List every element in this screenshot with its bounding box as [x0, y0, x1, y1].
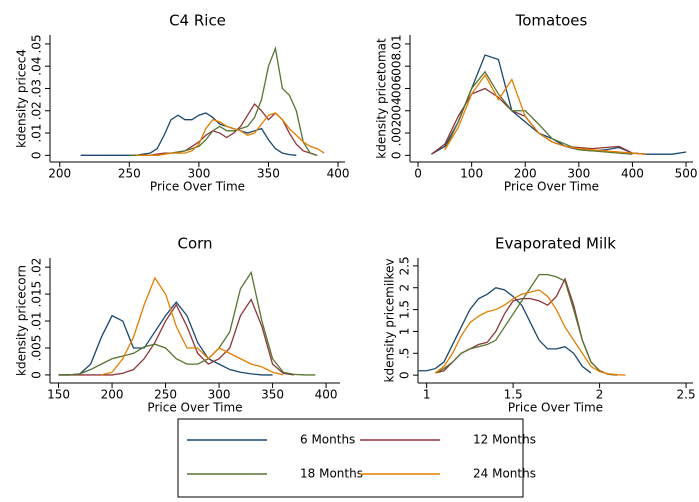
y-tick-label: 0 — [398, 371, 412, 379]
panel-title: Corn — [177, 235, 212, 253]
x-tick-label: 300 — [567, 167, 590, 181]
x-axis-title: Price Over Time — [504, 180, 599, 194]
x-tick-label: 250 — [118, 167, 141, 181]
x-tick-label: 2 — [596, 388, 604, 402]
y-axis-title: kdensity pricecorn — [15, 265, 29, 376]
x-tick-label: 300 — [208, 388, 231, 402]
y-tick-label: .03 — [30, 79, 44, 98]
density-line: 24 Months — [434, 289, 626, 376]
y-tick-label: .05 — [30, 34, 44, 53]
panel-title: Evaporated Milk — [495, 235, 616, 253]
x-tick-label: 350 — [257, 167, 280, 181]
y-tick-label: .01 — [390, 34, 404, 53]
y-tick-label: .015 — [30, 281, 44, 308]
x-tick-label: 150 — [47, 388, 70, 402]
x-tick-label: 400 — [315, 388, 338, 402]
x-tick-label: 0 — [414, 167, 422, 181]
legend-label: 12 Months — [473, 433, 536, 447]
y-tick-label: 1.5 — [398, 300, 412, 319]
y-tick-label: .01 — [30, 311, 44, 330]
panel-title: Tomatoes — [515, 12, 588, 30]
x-tick-label: 200 — [48, 167, 71, 181]
x-axis-title: Price Over Time — [508, 401, 603, 415]
y-tick-label: .004 — [390, 97, 404, 124]
y-tick-label: 2 — [398, 284, 412, 292]
y-tick-label: .006 — [390, 75, 404, 102]
y-axis-title: kdensity pricec4 — [15, 49, 29, 148]
x-tick-label: 100 — [460, 167, 483, 181]
legend-label: 24 Months — [473, 467, 536, 481]
y-tick-label: .02 — [30, 101, 44, 120]
x-tick-label: 1 — [423, 388, 431, 402]
x-tick-label: 400 — [327, 167, 350, 181]
y-tick-label: .02 — [30, 258, 44, 277]
x-tick-label: 1.5 — [504, 388, 523, 402]
y-tick-label: 2.5 — [398, 256, 412, 275]
density-line: 6 Months — [58, 301, 273, 376]
density-line: 6 Months — [80, 112, 297, 156]
density-line: 24 Months — [136, 112, 325, 156]
density-line: 18 Months — [444, 70, 633, 155]
density-line: 12 Months — [129, 103, 318, 156]
x-tick-label: 2.5 — [677, 388, 696, 402]
y-tick-label: .01 — [30, 123, 44, 142]
x-tick-label: 350 — [261, 388, 284, 402]
density-line: 6 Months — [418, 287, 592, 374]
density-line: 12 Months — [58, 298, 295, 376]
y-tick-label: .04 — [30, 57, 44, 76]
x-tick-label: 250 — [154, 388, 177, 402]
y-tick-label: 0 — [30, 151, 44, 159]
y-tick-label: .005 — [30, 335, 44, 362]
x-tick-label: 200 — [514, 167, 537, 181]
density-line: 18 Months — [58, 270, 316, 376]
y-axis-title: kdensity pricemilkev — [383, 259, 397, 383]
legend-box — [177, 418, 524, 498]
x-tick-label: 200 — [101, 388, 124, 402]
y-tick-label: 0 — [30, 371, 44, 379]
y-tick-label: .5 — [398, 348, 412, 359]
density-line: 18 Months — [435, 273, 617, 376]
y-tick-label: 1 — [398, 328, 412, 336]
x-axis-title: Price Over Time — [150, 180, 245, 194]
x-tick-label: 300 — [187, 167, 210, 181]
panel-title: C4 Rice — [169, 12, 226, 30]
x-tick-label: 500 — [675, 167, 698, 181]
legend-label: 6 Months — [300, 433, 355, 447]
x-tick-label: 400 — [621, 167, 644, 181]
y-tick-label: .002 — [390, 120, 404, 147]
x-axis-title: Price Over Time — [147, 401, 242, 415]
y-axis-title: kdensity pricetomat — [375, 38, 389, 159]
y-tick-label: .008 — [390, 53, 404, 80]
density-line: 24 Months — [444, 73, 646, 155]
y-tick-label: 0 — [390, 151, 404, 159]
density-line: 24 Months — [101, 276, 284, 376]
legend-label: 18 Months — [300, 467, 363, 481]
